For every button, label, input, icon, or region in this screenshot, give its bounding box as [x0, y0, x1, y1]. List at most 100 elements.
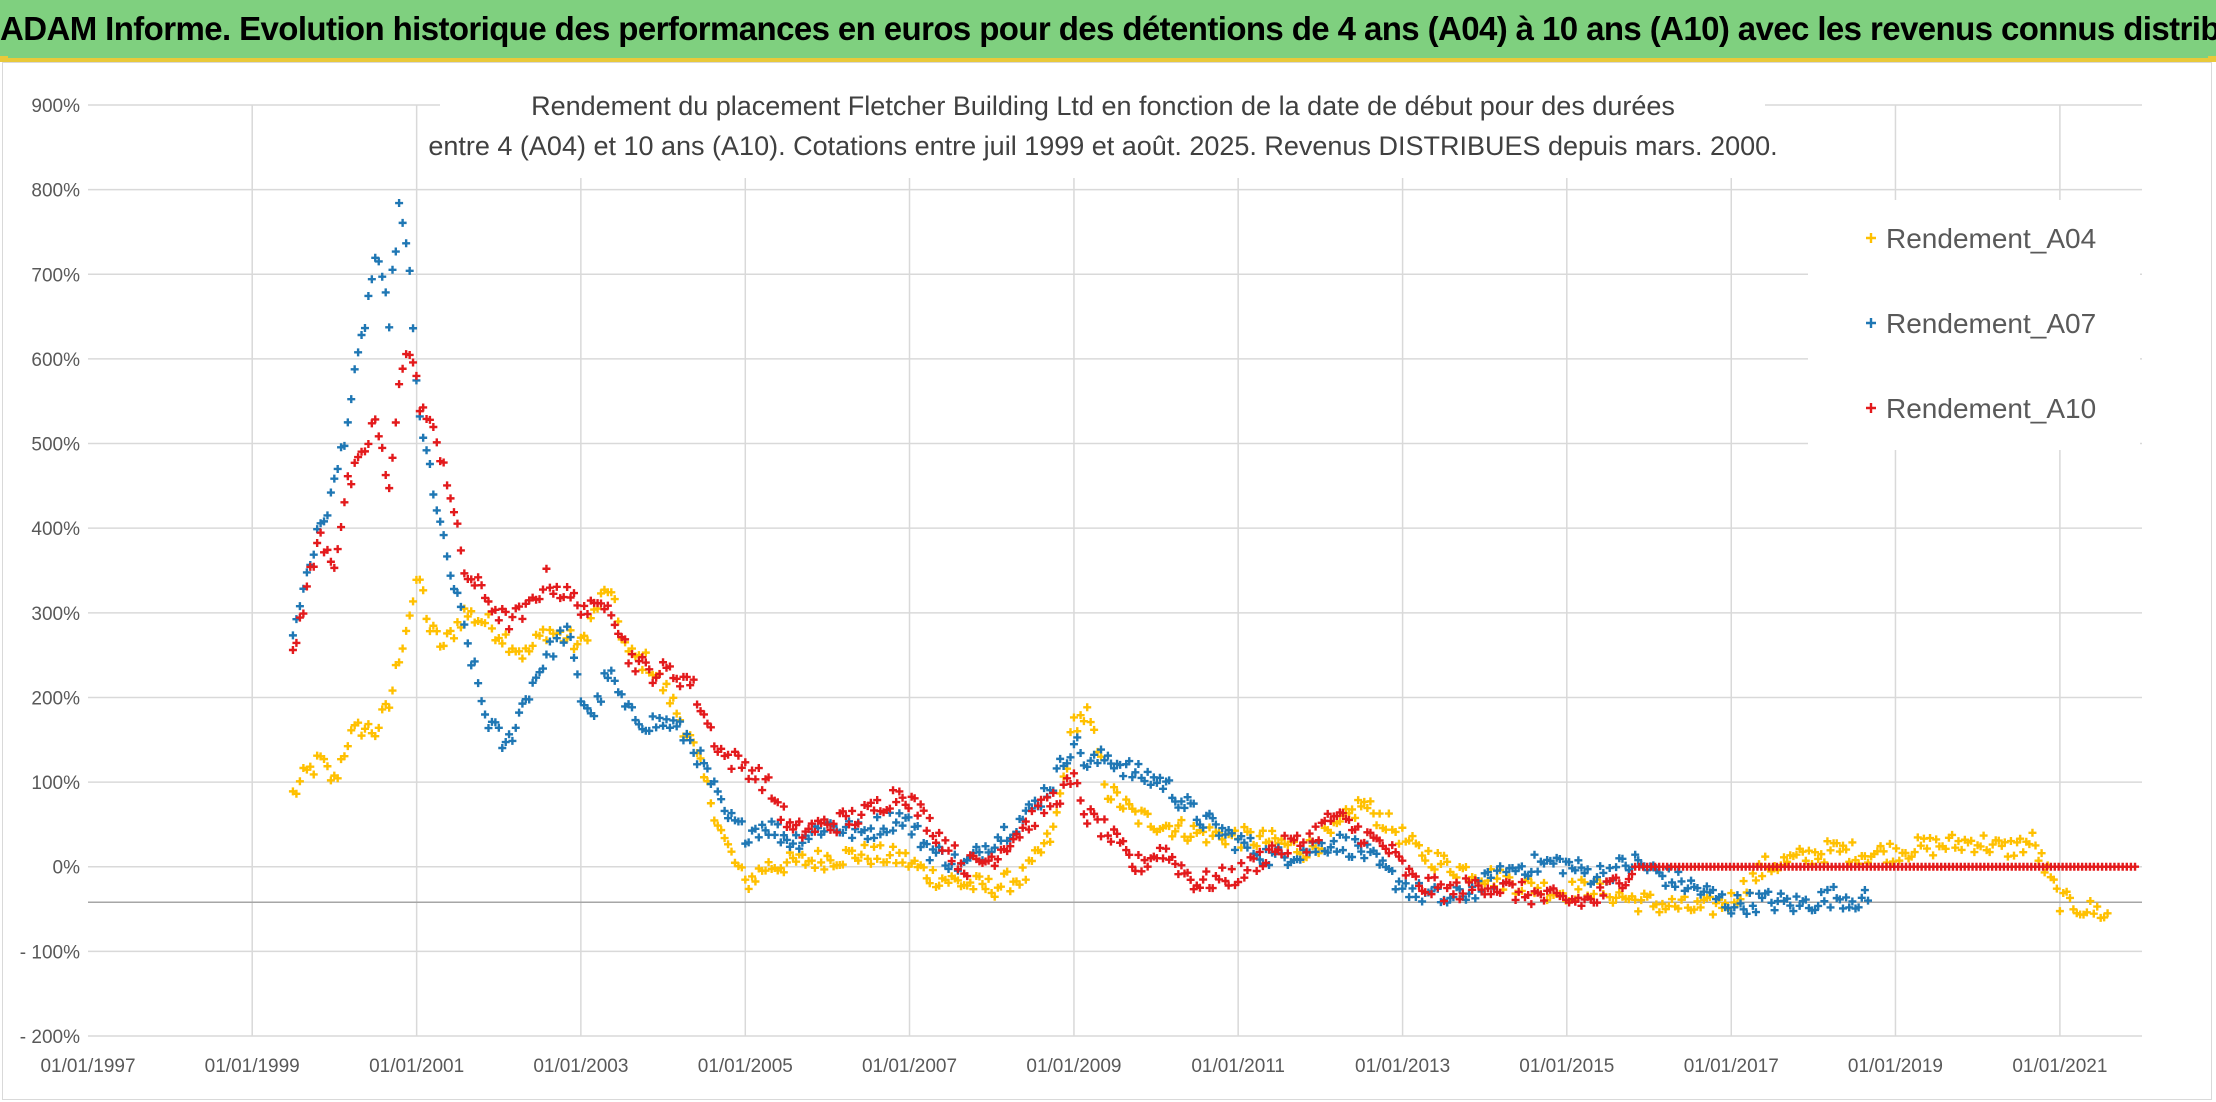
data-point — [1125, 850, 1134, 859]
data-point — [1024, 800, 1033, 809]
data-point — [1076, 711, 1085, 720]
data-point — [624, 659, 633, 668]
data-point — [1037, 795, 1046, 804]
data-point — [333, 774, 342, 783]
data-point — [1372, 849, 1381, 858]
data-point — [627, 703, 636, 712]
data-point — [764, 773, 773, 782]
data-point — [744, 774, 753, 783]
y-tick-label: 500% — [31, 435, 80, 456]
data-point — [1299, 838, 1308, 847]
data-point — [717, 795, 726, 804]
data-point — [829, 819, 838, 828]
data-point — [603, 673, 612, 682]
data-point — [1125, 757, 1134, 766]
data-point — [1314, 836, 1323, 845]
y-tick-label: - 200% — [20, 1027, 80, 1048]
data-point — [2031, 841, 2040, 850]
data-point — [1354, 796, 1363, 805]
data-point — [1258, 826, 1267, 835]
data-point — [1388, 867, 1397, 876]
data-point — [556, 626, 565, 635]
data-point — [525, 647, 534, 656]
legend-label: Rendement_A10 — [1886, 393, 2096, 424]
data-point — [1436, 880, 1445, 889]
data-point — [1076, 749, 1085, 758]
data-point — [1015, 833, 1024, 842]
data-point — [1283, 849, 1292, 858]
y-tick-label: 900% — [31, 96, 80, 117]
data-point — [2016, 834, 2025, 843]
data-point — [1733, 891, 1742, 900]
data-point — [820, 827, 829, 836]
data-point — [1674, 904, 1683, 913]
data-point — [1440, 897, 1449, 906]
data-point — [1059, 780, 1068, 789]
data-point — [1801, 856, 1810, 865]
data-point — [2100, 913, 2109, 922]
data-point — [1335, 817, 1344, 826]
data-point — [1100, 756, 1109, 765]
data-point — [2089, 909, 2098, 918]
data-point — [1910, 848, 1919, 857]
data-point — [453, 519, 462, 528]
data-point — [873, 854, 882, 863]
data-point — [443, 552, 452, 561]
data-point — [1056, 754, 1065, 763]
data-point — [596, 599, 605, 608]
data-point — [1097, 832, 1106, 841]
data-point — [1183, 793, 1192, 802]
data-point — [425, 627, 434, 636]
data-point — [932, 838, 941, 847]
data-point — [1885, 839, 1894, 848]
data-point — [1742, 909, 1751, 918]
data-point — [446, 571, 455, 580]
data-point — [773, 798, 782, 807]
data-point — [1951, 843, 1960, 852]
data-point — [720, 834, 729, 843]
data-point — [717, 826, 726, 835]
data-point — [470, 581, 479, 590]
data-point — [848, 806, 857, 815]
data-point — [810, 827, 819, 836]
y-tick-label: 200% — [31, 688, 80, 709]
data-point — [1811, 905, 1820, 914]
data-point — [1637, 896, 1646, 905]
data-point — [754, 833, 763, 842]
data-point — [610, 620, 619, 629]
x-tick-label: 01/01/2013 — [1355, 1056, 1450, 1077]
data-point — [559, 593, 568, 602]
x-tick-label: 01/01/2019 — [1848, 1056, 1943, 1077]
data-point — [1134, 819, 1143, 828]
data-point — [919, 806, 928, 815]
data-point — [364, 291, 373, 300]
data-point — [1690, 905, 1699, 914]
data-point — [1348, 853, 1357, 862]
data-point — [1929, 851, 1938, 860]
data-point — [354, 348, 363, 357]
data-point — [385, 703, 394, 712]
data-point — [590, 712, 599, 721]
data-point — [645, 665, 654, 674]
data-point — [978, 879, 987, 888]
data-point — [302, 582, 311, 591]
data-point — [374, 432, 383, 441]
data-point — [1221, 830, 1230, 839]
data-point — [913, 822, 922, 831]
data-point — [916, 843, 925, 852]
data-point — [385, 323, 394, 332]
data-point — [1381, 844, 1390, 853]
data-point — [710, 742, 719, 751]
data-point — [737, 763, 746, 772]
data-point — [672, 709, 681, 718]
data-point — [573, 640, 582, 649]
data-point — [1748, 901, 1757, 910]
data-point — [429, 422, 438, 431]
data-point — [1234, 878, 1243, 887]
data-point — [1090, 750, 1099, 759]
data-point — [944, 846, 953, 855]
data-point — [1577, 863, 1586, 872]
data-point — [570, 589, 578, 598]
data-point — [1140, 856, 1149, 865]
data-point — [1302, 848, 1311, 857]
